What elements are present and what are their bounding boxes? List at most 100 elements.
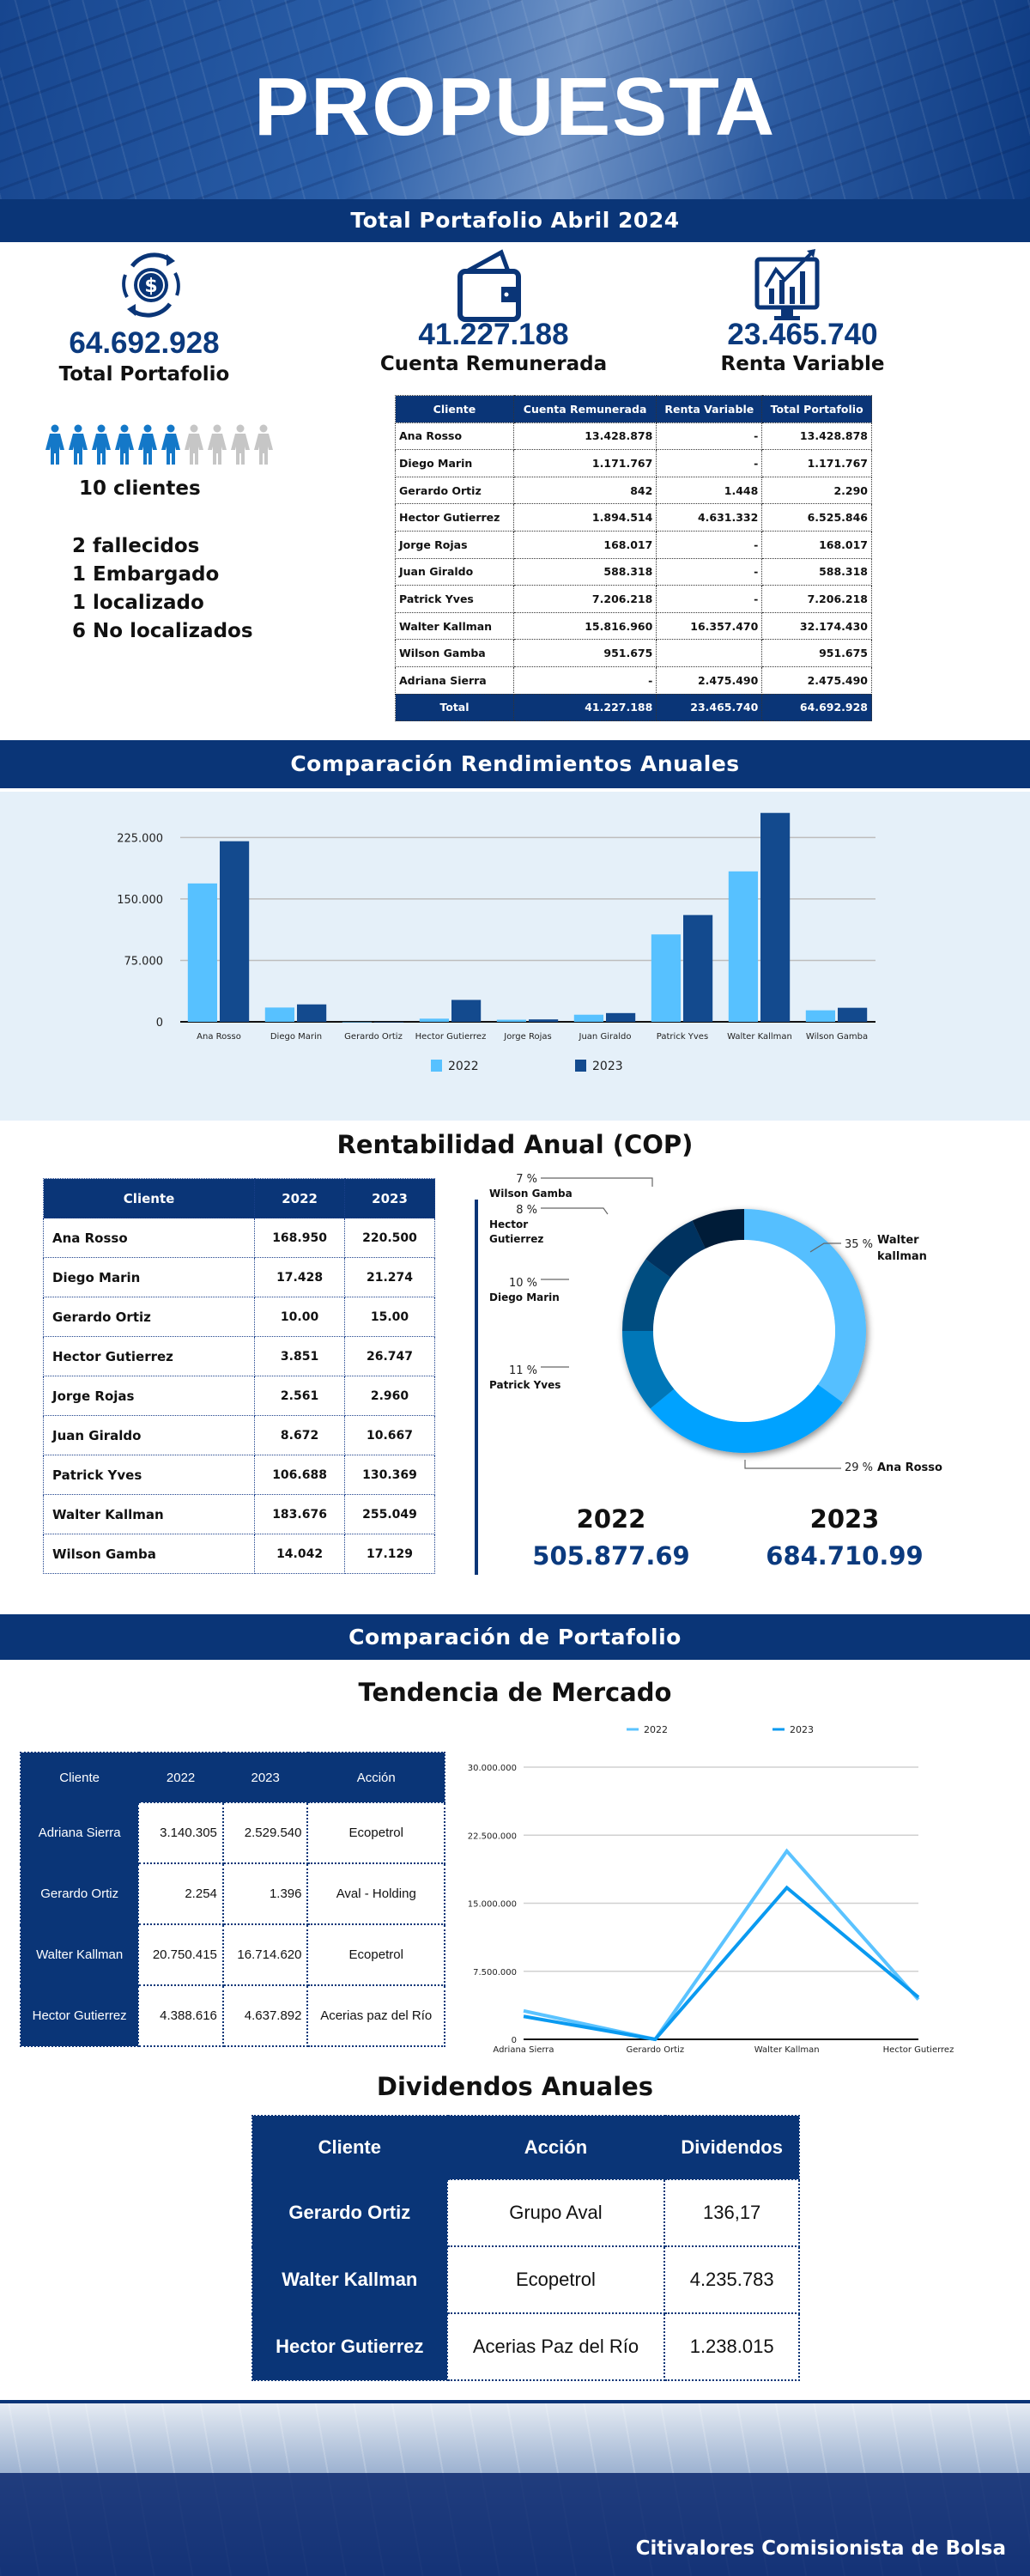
person-icon xyxy=(161,424,180,465)
bar-2023 xyxy=(451,999,482,1022)
legend-label: 2023 xyxy=(790,1724,814,1735)
x-tick-label: Walter Kallman xyxy=(727,1032,792,1042)
table-cell: 2.475.490 xyxy=(761,665,872,695)
x-tick-label: Jorge Rojas xyxy=(503,1032,551,1042)
table-cell: - xyxy=(512,665,657,695)
person-icon xyxy=(254,424,273,465)
table-row: Patrick Yves 7.206.218-7.206.218 xyxy=(395,585,872,613)
table-row: Wilson Gamba 951.675 951.675 xyxy=(395,639,872,667)
x-tick-label: Adriana Sierra xyxy=(493,2045,554,2055)
table-cell: - xyxy=(656,530,763,559)
section-band-returns: Comparación Rendimientos Anuales xyxy=(0,740,1030,788)
y-tick-label: 0 xyxy=(512,2036,517,2045)
x-tick-label: Juan Giraldo xyxy=(579,1032,632,1042)
slice-label: Gutierrez xyxy=(489,1233,543,1245)
table-row: Wilson Gamba 14.042 17.129 xyxy=(42,1534,435,1574)
legend-label: 2022 xyxy=(644,1724,668,1735)
table-row: Hector Gutierrez Acerias Paz del Río 1.238… xyxy=(251,2312,800,2381)
table-cell: Adriana Sierra xyxy=(395,665,514,695)
table-cell: 588.318 xyxy=(761,557,872,586)
status-item: 2 fallecidos xyxy=(72,535,200,557)
clients-count: 10 clientes xyxy=(79,477,201,500)
table-cell: 32.174.430 xyxy=(761,611,872,641)
status-item: 6 No localizados xyxy=(72,620,253,642)
table-header-row: Cliente 2022 2023 xyxy=(42,1178,435,1218)
table-cell: 136,17 xyxy=(663,2178,800,2247)
table-cell: 15.00 xyxy=(344,1297,435,1337)
donut-slice xyxy=(622,1259,671,1331)
kpi-renta-value: 23.465.740 xyxy=(727,318,878,351)
bar-2023 xyxy=(529,1019,559,1022)
rentabilidad-title: Rentabilidad Anual (COP) xyxy=(336,1130,694,1159)
bar-2022 xyxy=(805,1010,835,1022)
person-icon xyxy=(69,424,88,465)
table-cell: 1.171.767 xyxy=(512,449,657,477)
table-cell: Walter Kallman xyxy=(251,2245,448,2314)
line-series-2023 xyxy=(523,1885,920,2042)
table-cell: 10.00 xyxy=(254,1297,346,1337)
bar-2022 xyxy=(651,934,681,1022)
table-cell: 20.750.415 xyxy=(137,1923,224,1986)
table-cell: 3.140.305 xyxy=(137,1801,224,1864)
table-cell: 2.475.490 xyxy=(656,665,763,695)
bar-2022 xyxy=(573,1014,603,1022)
table-cell: Diego Marin xyxy=(42,1257,256,1297)
table-cell: Acerias paz del Río xyxy=(306,1984,445,2047)
wallet-icon xyxy=(457,249,521,322)
x-tick-label: Gerardo Ortiz xyxy=(627,2045,685,2055)
donut-slice xyxy=(622,1331,675,1409)
slice-label: Ana Rosso xyxy=(877,1461,942,1474)
table-cell: Adriana Sierra xyxy=(19,1801,140,1864)
market-table: Cliente 2022 2023 Acción Adriana Sierra 3.140… xyxy=(19,1752,445,2047)
dividends-title: Dividendos Anuales xyxy=(376,2072,654,2101)
table-cell: 168.017 xyxy=(761,530,872,559)
table-cell: 951.675 xyxy=(512,639,657,667)
slice-label: Patrick Yves xyxy=(489,1379,560,1391)
y-tick-label: 0 xyxy=(156,1017,163,1030)
table-row: Adriana Sierra 3.140.305 2.529.540 Ecopetro… xyxy=(19,1801,445,1864)
y-tick-label: 225.000 xyxy=(117,832,163,845)
bar-2023 xyxy=(760,812,791,1022)
legend-swatch xyxy=(575,1060,586,1072)
table-cell: 16.714.620 xyxy=(221,1923,309,1986)
kpi-total-value: 64.692.928 xyxy=(69,326,220,360)
column-header: Cliente xyxy=(395,395,514,423)
table-row: Diego Marin 17.428 21.274 xyxy=(42,1257,435,1297)
table-cell xyxy=(656,639,763,667)
table-cell: 7.206.218 xyxy=(761,585,872,613)
table-cell: Gerardo Ortiz xyxy=(251,2178,448,2247)
rentabilidad-donut-chart: 35 % Walter kallman 29 % Ana Rosso 11 % Patric… xyxy=(489,1173,942,1474)
table-header-row: Cliente 2022 2023 Acción xyxy=(19,1752,445,1803)
column-header: Cliente xyxy=(19,1752,140,1803)
table-cell: Grupo Aval xyxy=(445,2178,666,2247)
table-cell: Hector Gutierrez xyxy=(42,1336,256,1376)
bar-chart-panel: 0 75.000 150.000 225.000 Ana Rosso Diego Mari… xyxy=(0,792,1030,1121)
slice-pct: 35 % xyxy=(845,1238,873,1251)
x-tick-label: Diego Marin xyxy=(270,1032,322,1042)
table-header-row: Cliente Acción Dividendos xyxy=(251,2115,800,2180)
column-header: Acción xyxy=(445,2115,666,2180)
total-cell: 64.692.928 xyxy=(761,693,872,722)
table-cell: Juan Giraldo xyxy=(42,1415,256,1455)
total-cell: 23.465.740 xyxy=(656,693,763,722)
bar-2023 xyxy=(606,1012,636,1022)
table-cell: Walter Kallman xyxy=(19,1923,140,1986)
status-item: 1 Embargado xyxy=(72,563,220,586)
table-cell: 168.017 xyxy=(512,530,657,559)
y-tick-label: 75.000 xyxy=(124,955,164,968)
table-row: Walter Kallman 183.676 255.049 xyxy=(42,1494,435,1534)
table-row: Adriana Sierra -2.475.490 2.475.490 xyxy=(395,665,872,695)
table-cell: 13.428.878 xyxy=(761,422,872,451)
table-cell: 106.688 xyxy=(254,1455,346,1495)
table-cell: 10.667 xyxy=(344,1415,435,1455)
table-row: Walter Kallman 15.816.960 16.357.470 32.174… xyxy=(395,611,872,641)
slice-pct: 11 % xyxy=(509,1364,537,1377)
person-icon xyxy=(92,424,111,465)
returns-bar-chart: 0 75.000 150.000 225.000 Ana Rosso Diego Mari… xyxy=(117,812,876,1073)
y-tick-label: 30.000.000 xyxy=(468,1764,517,1773)
bar-2023 xyxy=(683,914,713,1022)
hero-banner: PROPUESTA xyxy=(0,0,1030,199)
table-cell: Patrick Yves xyxy=(395,585,514,613)
person-icon xyxy=(115,424,134,465)
table-cell: Wilson Gamba xyxy=(395,639,514,667)
